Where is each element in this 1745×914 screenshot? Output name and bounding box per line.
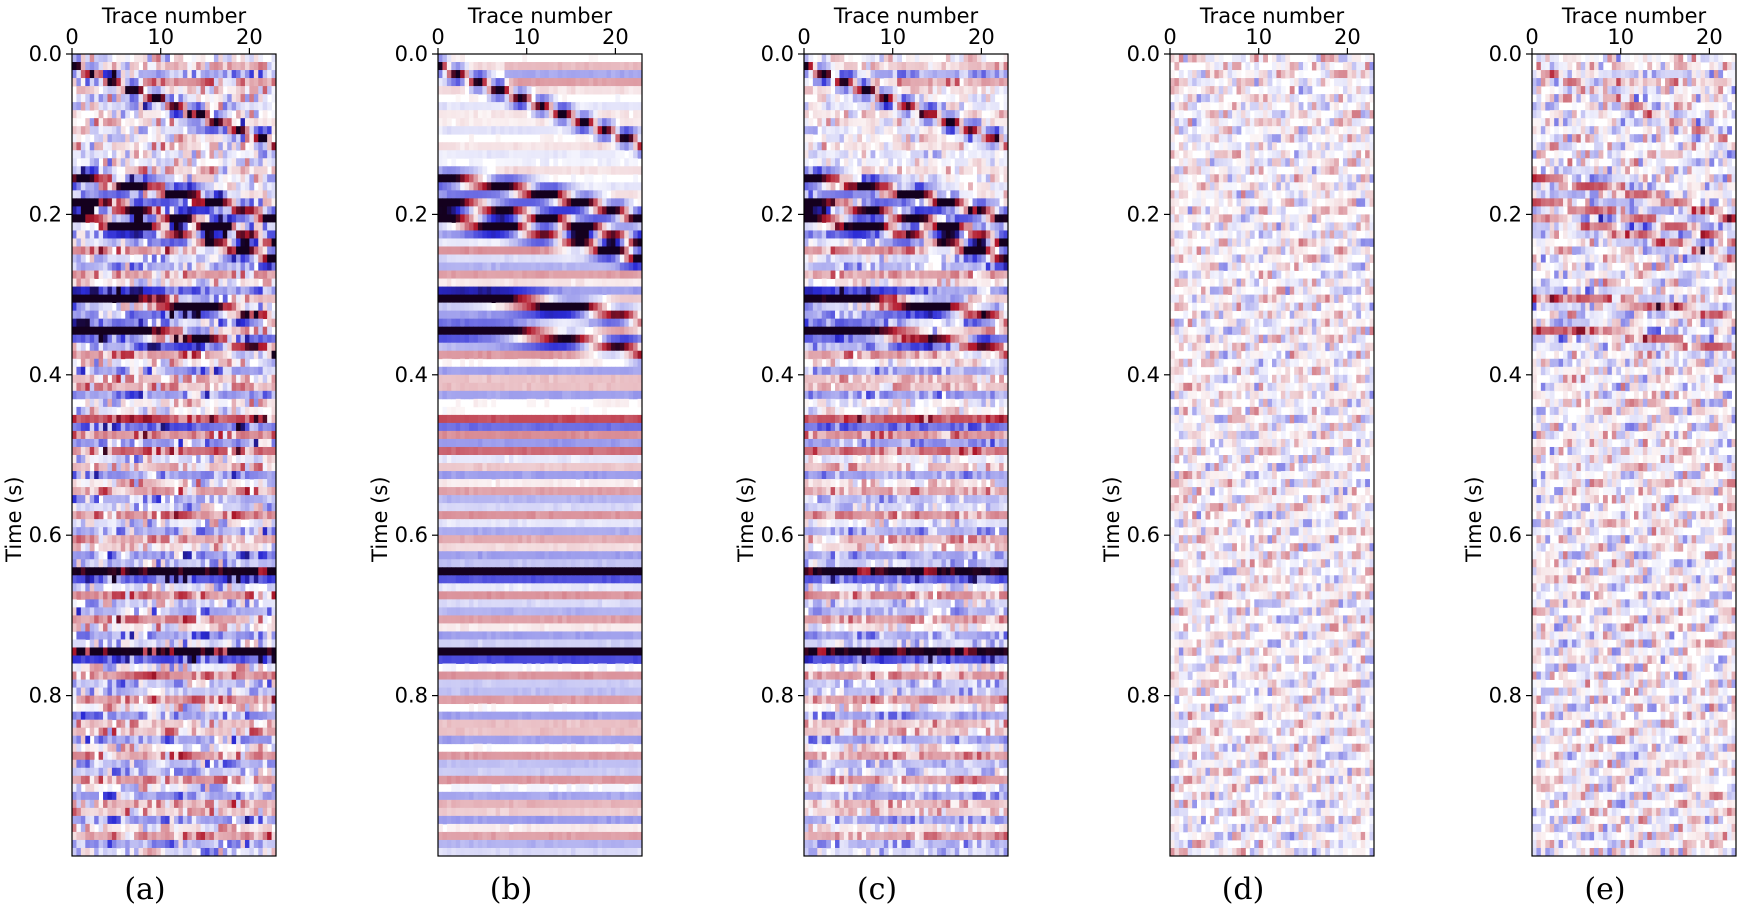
x-tick-label: 0	[797, 25, 810, 49]
y-tick-label: 0.4	[395, 363, 428, 387]
plot-frame	[71, 53, 277, 857]
x-tick-label: 0	[1163, 25, 1176, 49]
panel-caption-e: (e)	[1545, 872, 1665, 907]
panel-caption-b: (b)	[451, 872, 571, 907]
y-tick-label: 0.0	[1489, 42, 1522, 66]
x-axis-label: Trace number	[1199, 4, 1345, 28]
y-tick-label: 0.8	[29, 684, 62, 708]
plot-frame	[437, 53, 643, 857]
x-tick-label: 20	[236, 25, 263, 49]
y-tick-label: 0.4	[29, 363, 62, 387]
plot-frame	[1169, 53, 1375, 857]
seismic-plot-b: 0 10 20 0.0 0.2 0.4 0.6 0.8 Trace number Time (s)	[368, 4, 643, 857]
panel-a: 0 10 20 0.0 0.2 0.4 0.6 0.8 Trace number Time (s)…	[0, 0, 320, 914]
y-tick-label: 0.2	[1127, 202, 1160, 226]
x-tick-label: 20	[1334, 25, 1361, 49]
x-axis-label: Trace number	[833, 4, 979, 28]
seismic-image	[1532, 54, 1737, 857]
y-axis-label: Time (s)	[2, 476, 26, 562]
x-tick-label: 0	[65, 25, 78, 49]
y-tick-label: 0.6	[761, 523, 794, 547]
seismic-plot-e: 0 10 20 0.0 0.2 0.4 0.6 0.8 Trace number Time (s)	[1462, 4, 1737, 857]
plot-frame	[1531, 53, 1737, 857]
seismic-image	[804, 54, 1009, 857]
y-tick-label: 0.0	[395, 42, 428, 66]
x-tick-label: 10	[1607, 25, 1634, 49]
y-tick-label: 0.2	[1489, 202, 1522, 226]
x-tick-label: 20	[1696, 25, 1723, 49]
y-tick-label: 0.4	[1489, 363, 1522, 387]
y-tick-label: 0.4	[1127, 363, 1160, 387]
y-tick-label: 0.6	[1127, 523, 1160, 547]
seismic-plot-c: 0 10 20 0.0 0.2 0.4 0.6 0.8 Trace number Time (s)	[734, 4, 1009, 857]
panel-caption-c: (c)	[817, 872, 937, 907]
y-tick-label: 0.0	[761, 42, 794, 66]
seismic-plot-a: 0 10 20 0.0 0.2 0.4 0.6 0.8 Trace number Time (s)	[2, 4, 277, 857]
y-tick-label: 0.2	[761, 202, 794, 226]
y-tick-label: 0.0	[29, 42, 62, 66]
y-tick-label: 0.6	[29, 523, 62, 547]
x-tick-label: 10	[147, 25, 174, 49]
x-axis-label: Trace number	[467, 4, 613, 28]
seismic-image	[1170, 54, 1375, 857]
panel-caption-a: (a)	[85, 872, 205, 907]
y-axis-label: Time (s)	[1462, 476, 1486, 562]
x-tick-label: 10	[879, 25, 906, 49]
plot-frame	[803, 53, 1009, 857]
panel-c: 0 10 20 0.0 0.2 0.4 0.6 0.8 Trace number Time (s)…	[732, 0, 1052, 914]
x-tick-label: 10	[1245, 25, 1272, 49]
x-tick-label: 20	[602, 25, 629, 49]
panel-caption-d: (d)	[1183, 872, 1303, 907]
y-tick-label: 0.0	[1127, 42, 1160, 66]
seismic-image	[72, 54, 277, 857]
y-tick-label: 0.8	[1489, 684, 1522, 708]
panel-d: 0 10 20 0.0 0.2 0.4 0.6 0.8 Trace number Time (s)…	[1098, 0, 1418, 914]
x-tick-label: 10	[513, 25, 540, 49]
y-axis-label: Time (s)	[1100, 476, 1124, 562]
panel-e: 0 10 20 0.0 0.2 0.4 0.6 0.8 Trace number Time (s)…	[1460, 0, 1745, 914]
seismic-image	[438, 54, 643, 857]
y-tick-label: 0.8	[1127, 684, 1160, 708]
y-axis-label: Time (s)	[368, 476, 392, 562]
y-tick-label: 0.2	[395, 202, 428, 226]
y-tick-label: 0.8	[761, 684, 794, 708]
y-tick-label: 0.8	[395, 684, 428, 708]
y-axis-label: Time (s)	[734, 476, 758, 562]
x-axis-label: Trace number	[101, 4, 247, 28]
seismic-plot-d: 0 10 20 0.0 0.2 0.4 0.6 0.8 Trace number Time (s)	[1100, 4, 1375, 857]
x-axis-label: Trace number	[1561, 4, 1707, 28]
y-tick-label: 0.6	[395, 523, 428, 547]
y-tick-label: 0.4	[761, 363, 794, 387]
y-tick-label: 0.6	[1489, 523, 1522, 547]
x-tick-label: 0	[1525, 25, 1538, 49]
y-tick-label: 0.2	[29, 202, 62, 226]
x-tick-label: 20	[968, 25, 995, 49]
x-tick-label: 0	[431, 25, 444, 49]
panel-b: 0 10 20 0.0 0.2 0.4 0.6 0.8 Trace number Time (s)…	[366, 0, 686, 914]
